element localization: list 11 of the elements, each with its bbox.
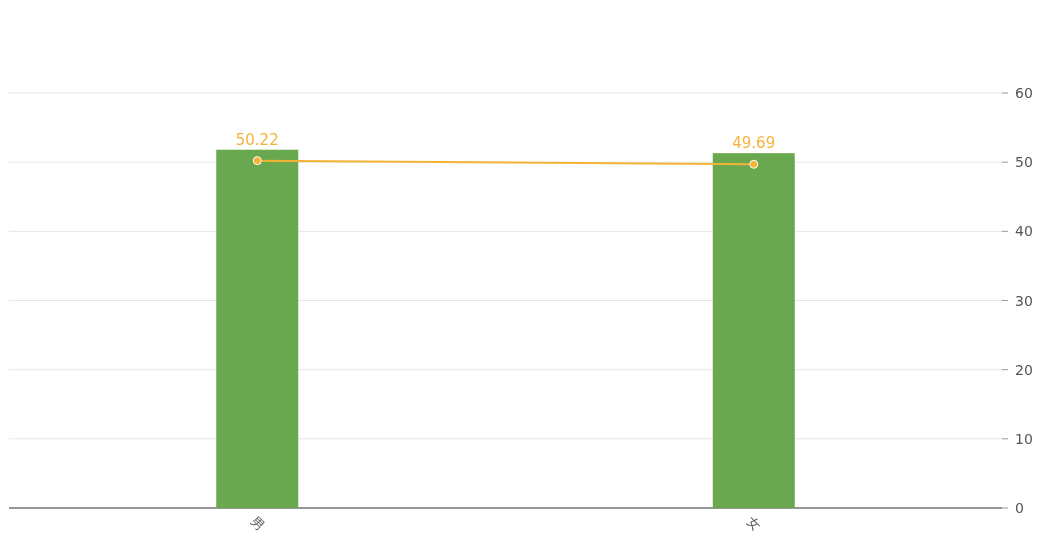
y-tick-label: 60 xyxy=(1015,85,1033,101)
data-label: 50.22 xyxy=(235,130,279,149)
y-tick-label: 40 xyxy=(1015,223,1033,240)
y-tick-label: 30 xyxy=(1015,292,1033,309)
y-tick-label: 10 xyxy=(1015,430,1033,447)
y-tick-label: 20 xyxy=(1015,361,1033,378)
x-tick-label: 男 xyxy=(247,513,268,534)
x-tick-label: 女 xyxy=(744,513,764,534)
y-tick-label: 50 xyxy=(1015,154,1033,171)
y-tick-label: 0 xyxy=(1015,500,1024,516)
data-label: 49.69 xyxy=(732,134,776,153)
